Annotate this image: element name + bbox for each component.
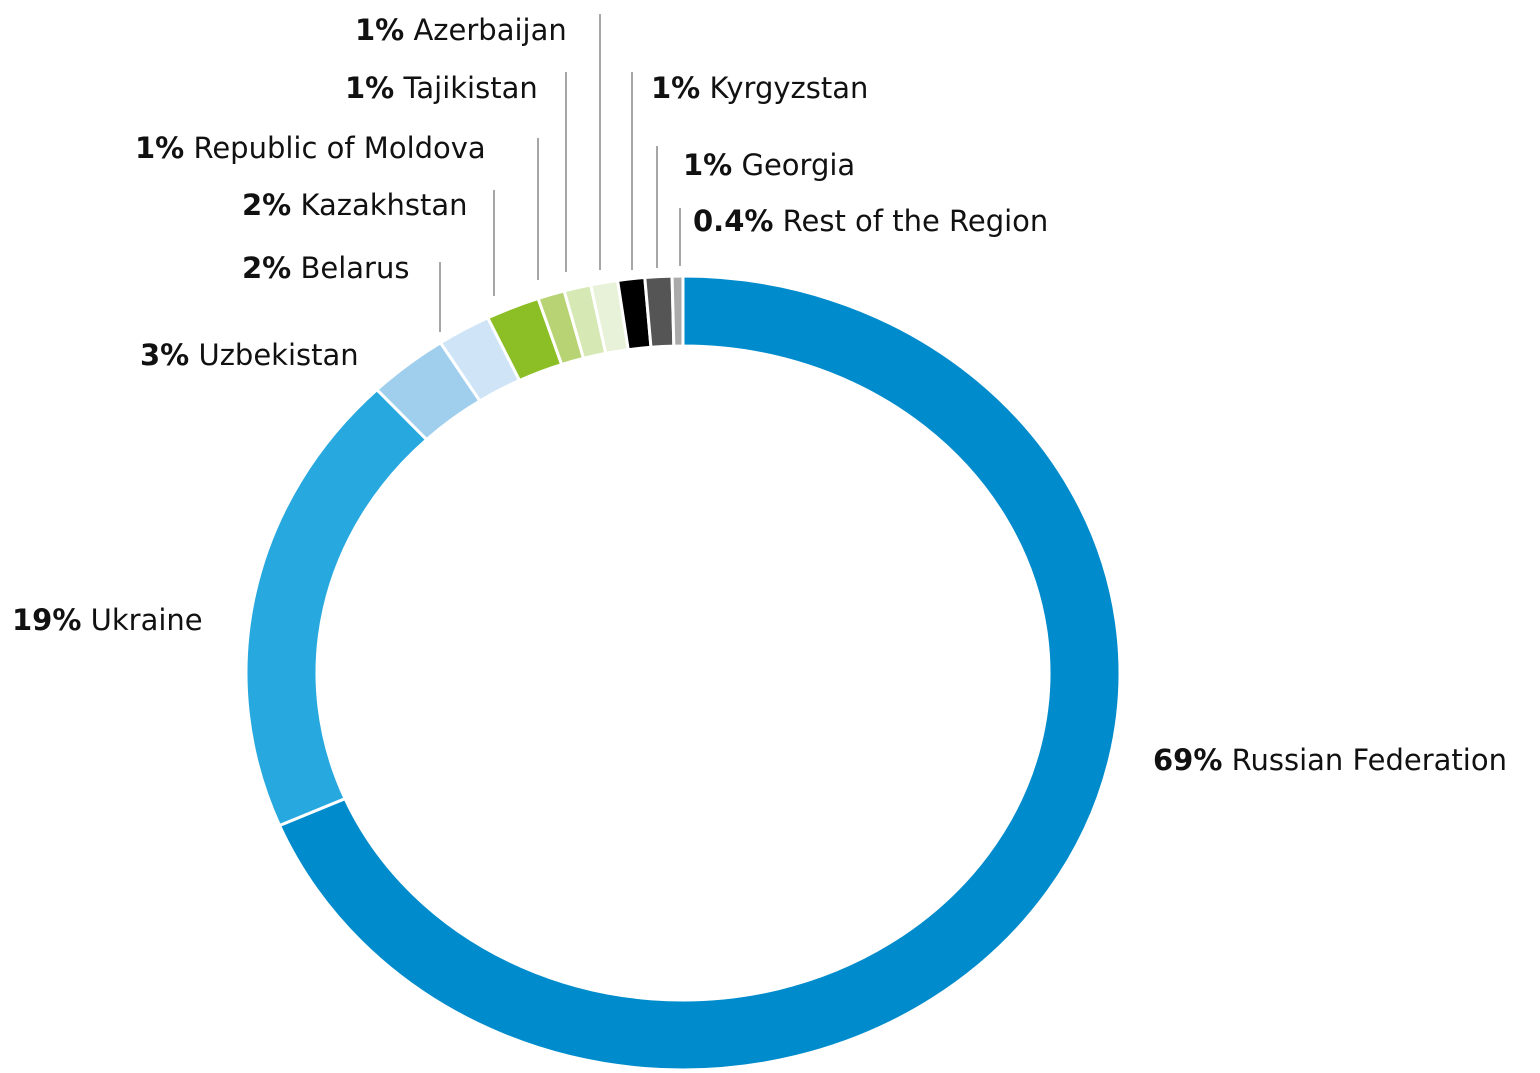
- donut-segment: [643, 274, 676, 349]
- value-label: 1%: [683, 148, 732, 182]
- data-label: 1% Republic of Moldova: [135, 131, 486, 165]
- category-label: Rest of the Region: [783, 204, 1049, 238]
- data-label: 69% Russian Federation: [1153, 743, 1507, 777]
- data-label: 0.4% Rest of the Region: [693, 204, 1048, 238]
- data-label: 19% Ukraine: [12, 603, 203, 637]
- category-label: Georgia: [741, 148, 855, 182]
- data-label: 2% Kazakhstan: [242, 188, 468, 222]
- category-label: Tajikistan: [402, 71, 537, 105]
- category-label: Kyrgyzstan: [709, 71, 868, 105]
- category-label: Russian Federation: [1232, 743, 1507, 777]
- category-label: Kazakhstan: [300, 188, 467, 222]
- category-label: Uzbekistan: [198, 338, 358, 372]
- value-label: 19%: [12, 603, 81, 637]
- donut-segment: [670, 274, 685, 348]
- value-label: 69%: [1153, 743, 1222, 777]
- donut-segment: [244, 387, 429, 828]
- category-label: Republic of Moldova: [193, 131, 485, 165]
- data-label: 1% Tajikistan: [345, 71, 538, 105]
- value-label: 1%: [355, 13, 404, 47]
- data-label: 1% Azerbaijan: [355, 13, 567, 47]
- value-label: 3%: [140, 338, 189, 372]
- value-label: 2%: [242, 251, 291, 285]
- donut-segment: [277, 274, 1122, 1072]
- data-label: 1% Georgia: [683, 148, 855, 182]
- data-label: 2% Belarus: [242, 251, 409, 285]
- value-label: 1%: [651, 71, 700, 105]
- data-label: 1% Kyrgyzstan: [651, 71, 868, 105]
- data-label: 3% Uzbekistan: [140, 338, 359, 372]
- category-label: Ukraine: [91, 603, 203, 637]
- value-label: 0.4%: [693, 204, 773, 238]
- category-label: Azerbaijan: [413, 13, 566, 47]
- category-label: Belarus: [300, 251, 409, 285]
- value-label: 2%: [242, 188, 291, 222]
- value-label: 1%: [345, 71, 394, 105]
- value-label: 1%: [135, 131, 184, 165]
